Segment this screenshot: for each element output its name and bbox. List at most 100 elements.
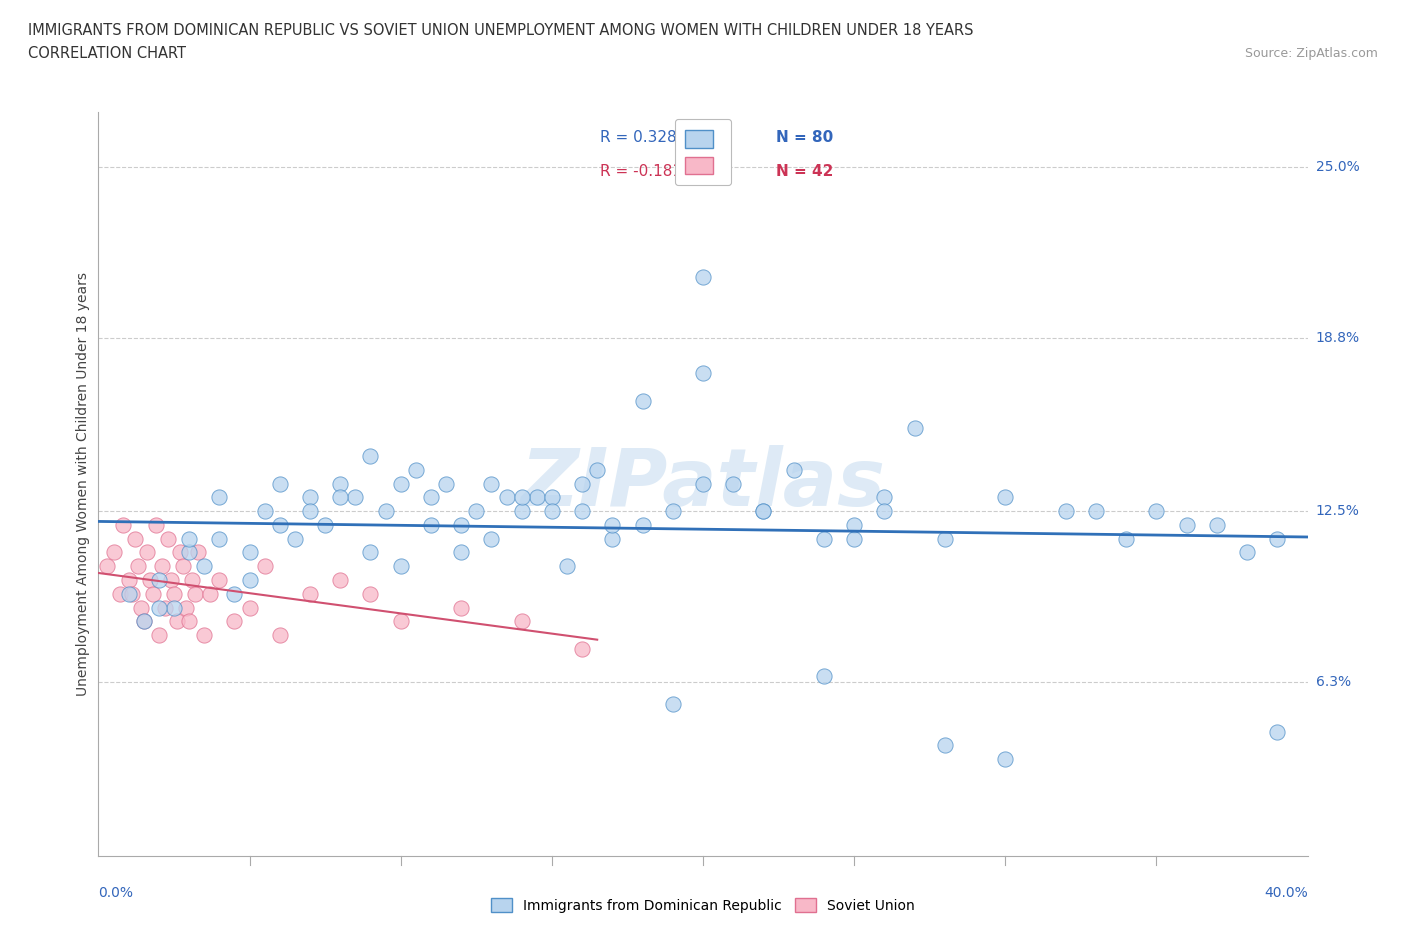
Text: R = -0.181: R = -0.181	[600, 164, 682, 179]
Text: N = 80: N = 80	[776, 130, 832, 145]
Text: Source: ZipAtlas.com: Source: ZipAtlas.com	[1244, 46, 1378, 60]
Point	[495, 490, 517, 505]
Point	[450, 517, 472, 532]
Text: 40.0%: 40.0%	[1264, 886, 1308, 900]
Point	[1054, 504, 1077, 519]
Point	[752, 504, 775, 519]
Point	[481, 476, 503, 491]
Text: 25.0%: 25.0%	[1316, 160, 1360, 174]
Legend: , : ,	[675, 119, 731, 185]
Point	[844, 531, 866, 546]
Point	[510, 490, 533, 505]
Point	[360, 448, 382, 463]
Point	[873, 504, 896, 519]
Point	[269, 476, 291, 491]
Point	[1206, 517, 1229, 532]
Point	[124, 531, 146, 546]
Text: R = 0.328: R = 0.328	[600, 130, 676, 145]
Point	[389, 476, 412, 491]
Point	[360, 587, 382, 602]
Point	[434, 476, 457, 491]
Point	[184, 587, 207, 602]
Point	[208, 573, 231, 588]
Point	[1236, 545, 1258, 560]
Legend: Immigrants from Dominican Republic, Soviet Union: Immigrants from Dominican Republic, Sovi…	[485, 893, 921, 919]
Point	[166, 614, 188, 629]
Point	[420, 490, 443, 505]
Point	[145, 517, 167, 532]
Point	[934, 531, 956, 546]
Text: 12.5%: 12.5%	[1316, 504, 1360, 518]
Point	[873, 490, 896, 505]
Text: 0.0%: 0.0%	[98, 886, 134, 900]
Point	[239, 573, 262, 588]
Point	[994, 490, 1017, 505]
Point	[405, 462, 427, 477]
Point	[208, 531, 231, 546]
Point	[510, 614, 533, 629]
Point	[692, 365, 714, 380]
Point	[132, 614, 155, 629]
Point	[1146, 504, 1168, 519]
Point	[163, 587, 186, 602]
Point	[111, 517, 134, 532]
Text: IMMIGRANTS FROM DOMINICAN REPUBLIC VS SOVIET UNION UNEMPLOYMENT AMONG WOMEN WITH: IMMIGRANTS FROM DOMINICAN REPUBLIC VS SO…	[28, 23, 973, 38]
Y-axis label: Unemployment Among Women with Children Under 18 years: Unemployment Among Women with Children U…	[76, 272, 90, 696]
Point	[179, 545, 201, 560]
Point	[172, 559, 194, 574]
Point	[179, 531, 201, 546]
Point	[450, 545, 472, 560]
Point	[253, 504, 276, 519]
Point	[752, 504, 775, 519]
Point	[1115, 531, 1137, 546]
Point	[132, 614, 155, 629]
Point	[156, 531, 179, 546]
Text: 6.3%: 6.3%	[1316, 675, 1351, 689]
Point	[224, 587, 246, 602]
Point	[284, 531, 307, 546]
Point	[329, 490, 352, 505]
Point	[314, 517, 336, 532]
Point	[510, 504, 533, 519]
Point	[253, 559, 276, 574]
Point	[200, 587, 222, 602]
Point	[129, 600, 152, 615]
Point	[224, 614, 246, 629]
Point	[299, 504, 322, 519]
Point	[163, 600, 186, 615]
Point	[692, 270, 714, 285]
Point	[450, 600, 472, 615]
Point	[103, 545, 125, 560]
Point	[631, 517, 654, 532]
Point	[389, 559, 412, 574]
Point	[631, 393, 654, 408]
Point	[179, 614, 201, 629]
Point	[299, 490, 322, 505]
Point	[994, 751, 1017, 766]
Point	[1267, 724, 1289, 739]
Point	[269, 517, 291, 532]
Point	[142, 587, 165, 602]
Point	[193, 628, 215, 643]
Point	[360, 545, 382, 560]
Text: 18.8%: 18.8%	[1316, 330, 1360, 344]
Text: ZIPatlas: ZIPatlas	[520, 445, 886, 523]
Point	[239, 600, 262, 615]
Point	[118, 573, 141, 588]
Point	[269, 628, 291, 643]
Text: CORRELATION CHART: CORRELATION CHART	[28, 46, 186, 61]
Point	[540, 504, 562, 519]
Point	[602, 531, 624, 546]
Point	[208, 490, 231, 505]
Point	[329, 573, 352, 588]
Point	[555, 559, 578, 574]
Point	[299, 587, 322, 602]
Point	[1085, 504, 1108, 519]
Point	[844, 517, 866, 532]
Point	[174, 600, 197, 615]
Point	[661, 504, 683, 519]
Point	[813, 669, 835, 684]
Point	[239, 545, 262, 560]
Point	[723, 476, 745, 491]
Point	[783, 462, 806, 477]
